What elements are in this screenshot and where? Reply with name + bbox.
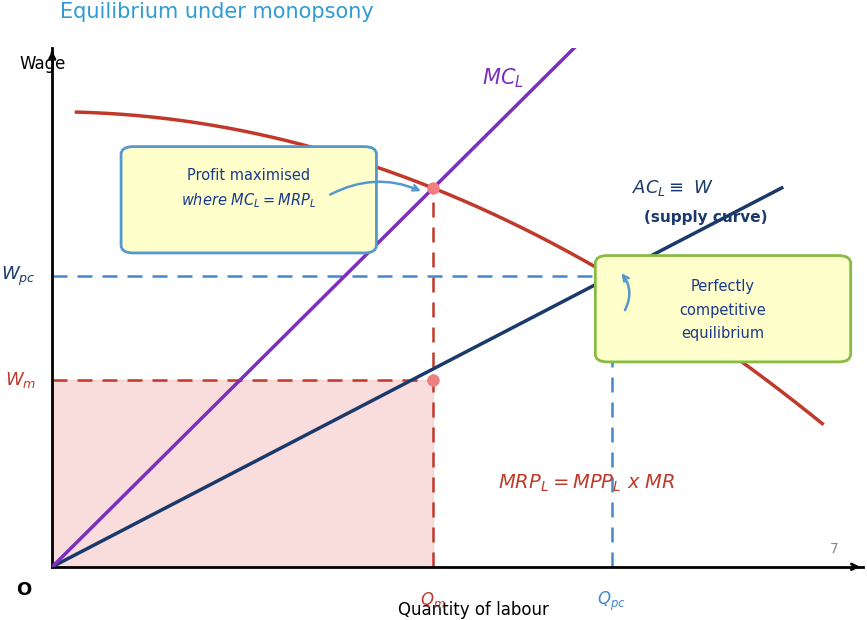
Text: equilibrium: equilibrium bbox=[681, 326, 764, 341]
Text: Profit maximised: Profit maximised bbox=[186, 167, 310, 183]
Text: $\mathit{Q}_{pc}$: $\mathit{Q}_{pc}$ bbox=[597, 590, 626, 613]
FancyBboxPatch shape bbox=[596, 255, 851, 362]
FancyBboxPatch shape bbox=[121, 146, 376, 253]
Text: where $\mathit{MC}_L = \mathit{MRP}_L$: where $\mathit{MC}_L = \mathit{MRP}_L$ bbox=[180, 192, 316, 210]
Text: $\mathit{MRP_L} = \mathit{MPP_L}\ \mathit{x}\ \mathit{MR}$: $\mathit{MRP_L} = \mathit{MPP_L}\ \mathi… bbox=[498, 473, 675, 494]
Text: $\mathit{Q}_m$: $\mathit{Q}_m$ bbox=[420, 590, 446, 610]
Text: Perfectly: Perfectly bbox=[691, 279, 754, 294]
Text: 7: 7 bbox=[830, 542, 838, 556]
Text: competitive: competitive bbox=[679, 303, 766, 317]
Text: O: O bbox=[16, 581, 31, 599]
Text: Equilibrium under monopsony: Equilibrium under monopsony bbox=[61, 2, 374, 22]
Text: Wage: Wage bbox=[20, 55, 66, 73]
Polygon shape bbox=[52, 380, 434, 567]
Text: $\mathit{MC}_L$: $\mathit{MC}_L$ bbox=[482, 66, 524, 90]
Text: $\mathit{W}_{pc}$: $\mathit{W}_{pc}$ bbox=[2, 265, 36, 288]
Text: (supply curve): (supply curve) bbox=[644, 210, 767, 225]
Text: $\mathit{W}_m$: $\mathit{W}_m$ bbox=[4, 370, 36, 390]
Text: Quantity of labour: Quantity of labour bbox=[398, 601, 549, 619]
Text: $\mathit{AC_L} \equiv\ \mathit{W}$: $\mathit{AC_L} \equiv\ \mathit{W}$ bbox=[632, 179, 714, 198]
